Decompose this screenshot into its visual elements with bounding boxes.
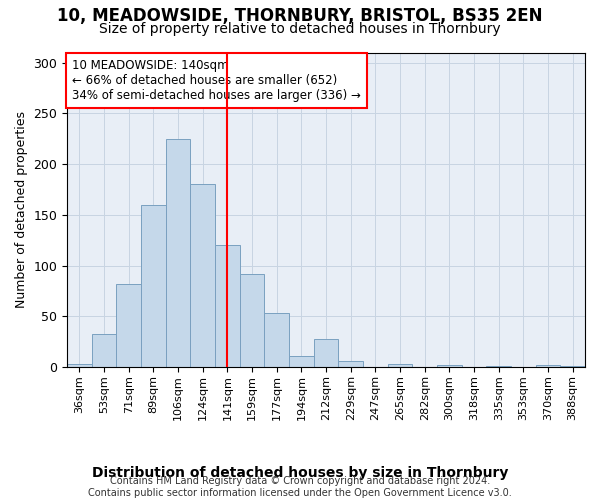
Bar bbox=[265, 314, 289, 367]
Bar bbox=[166, 139, 190, 367]
Bar bbox=[437, 365, 462, 367]
Bar bbox=[92, 334, 116, 367]
Bar bbox=[314, 339, 338, 367]
Bar bbox=[289, 356, 314, 367]
Bar bbox=[560, 366, 585, 367]
Bar bbox=[116, 284, 141, 367]
Bar bbox=[487, 366, 511, 367]
Bar bbox=[141, 205, 166, 367]
Text: Distribution of detached houses by size in Thornbury: Distribution of detached houses by size … bbox=[92, 466, 508, 480]
Text: 10, MEADOWSIDE, THORNBURY, BRISTOL, BS35 2EN: 10, MEADOWSIDE, THORNBURY, BRISTOL, BS35… bbox=[57, 8, 543, 26]
Bar bbox=[338, 361, 363, 367]
Bar bbox=[388, 364, 412, 367]
Text: Size of property relative to detached houses in Thornbury: Size of property relative to detached ho… bbox=[99, 22, 501, 36]
Y-axis label: Number of detached properties: Number of detached properties bbox=[15, 112, 28, 308]
Bar bbox=[536, 365, 560, 367]
Text: 10 MEADOWSIDE: 140sqm
← 66% of detached houses are smaller (652)
34% of semi-det: 10 MEADOWSIDE: 140sqm ← 66% of detached … bbox=[73, 59, 361, 102]
Bar bbox=[240, 274, 265, 367]
Bar bbox=[215, 246, 240, 367]
Bar bbox=[67, 364, 92, 367]
Text: Contains HM Land Registry data © Crown copyright and database right 2024.
Contai: Contains HM Land Registry data © Crown c… bbox=[88, 476, 512, 498]
Bar bbox=[190, 184, 215, 367]
